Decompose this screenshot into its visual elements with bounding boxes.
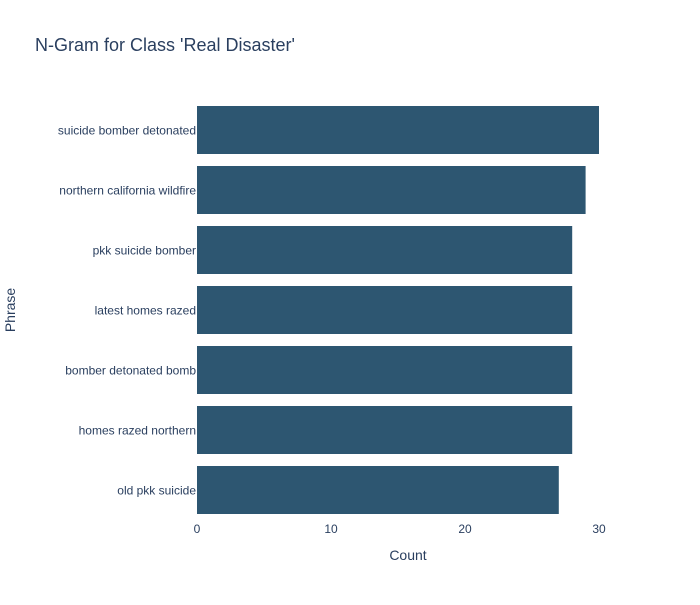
- x-tick-label: 30: [592, 522, 606, 536]
- y-tick-label: pkk suicide bomber: [93, 244, 196, 258]
- y-tick-label: homes razed northern: [79, 424, 196, 438]
- bar: [197, 106, 599, 154]
- bar: [197, 166, 586, 214]
- y-tick-label: latest homes razed: [95, 304, 196, 318]
- y-tick-label: northern california wildfire: [59, 184, 196, 198]
- x-axis-title: Count: [389, 547, 426, 563]
- bar: [197, 286, 573, 334]
- y-axis-title: Phrase: [2, 288, 18, 333]
- y-tick-label: bomber detonated bomb: [65, 364, 196, 378]
- y-tick-labels: suicide bomber detonated northern califor…: [58, 124, 196, 498]
- bars-layer: [197, 106, 599, 514]
- bar: [197, 406, 573, 454]
- bar: [197, 346, 573, 394]
- x-tick-label: 20: [458, 522, 472, 536]
- chart-title: N-Gram for Class 'Real Disaster': [35, 35, 295, 55]
- x-tick-label: 10: [324, 522, 338, 536]
- x-tick-label: 0: [194, 522, 201, 536]
- x-tick-labels: 0 10 20 30: [194, 522, 606, 536]
- y-tick-label: old pkk suicide: [117, 484, 196, 498]
- y-tick-label: suicide bomber detonated: [58, 124, 196, 138]
- bar: [197, 466, 559, 514]
- bar: [197, 226, 573, 274]
